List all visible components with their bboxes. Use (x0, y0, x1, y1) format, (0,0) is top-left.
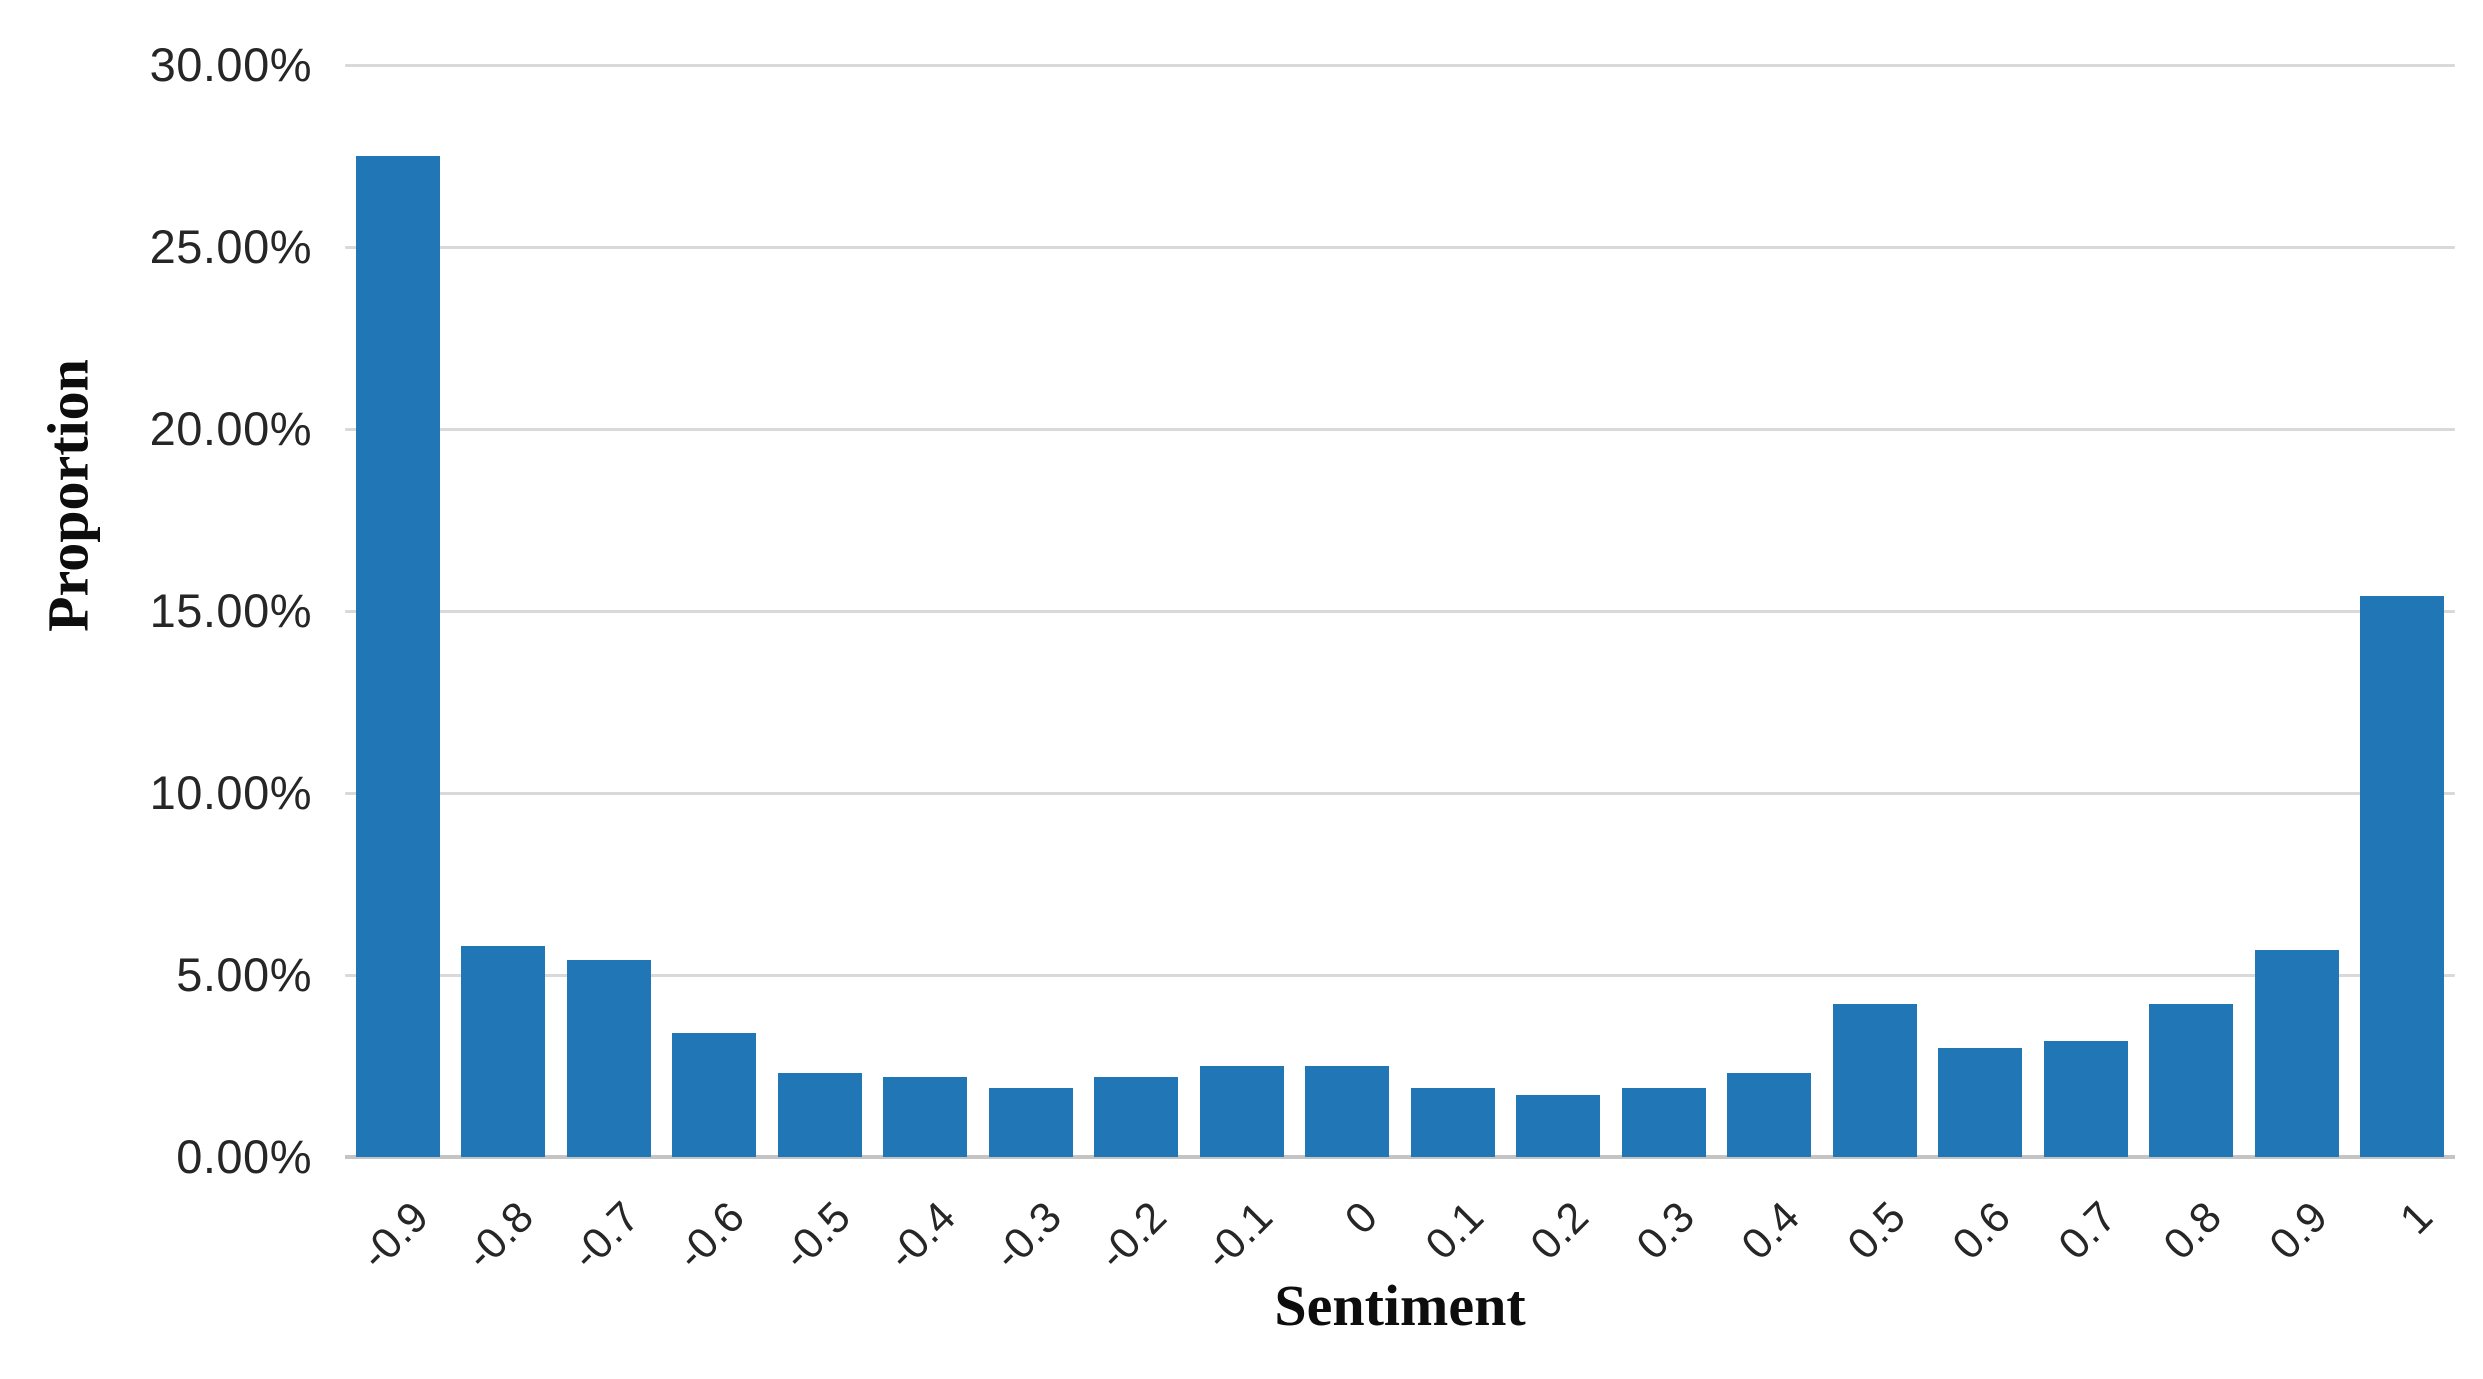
bar--0.4 (883, 1076, 968, 1157)
bar--0.2 (1094, 1076, 1179, 1157)
bar--0.7 (566, 960, 651, 1157)
bar-0.6 (1938, 1047, 2023, 1157)
bar-0.4 (1727, 1073, 1812, 1157)
gridline (345, 974, 2455, 977)
gridline (345, 792, 2455, 795)
bar-0.8 (2149, 1004, 2234, 1157)
bar--0.6 (672, 1033, 757, 1157)
bar-0.7 (2043, 1040, 2128, 1157)
bar-0.3 (1621, 1087, 1706, 1157)
y-tick-label: 10.00% (149, 766, 312, 819)
bar--0.1 (1199, 1066, 1284, 1157)
gridline (345, 610, 2455, 613)
bar-0.9 (2254, 949, 2339, 1157)
bar--0.3 (988, 1087, 1073, 1157)
y-axis-title: Proportion (35, 359, 101, 632)
y-tick-label: 25.00% (149, 220, 312, 273)
y-tick-label: 20.00% (149, 402, 312, 455)
bar-1 (2360, 596, 2445, 1157)
bar--0.5 (777, 1073, 862, 1157)
bar-0.2 (1516, 1095, 1601, 1157)
bar-0 (1305, 1066, 1390, 1157)
x-axis-title: Sentiment (1274, 1273, 1526, 1338)
bar--0.8 (461, 945, 546, 1157)
gridline (345, 428, 2455, 431)
bar--0.9 (355, 156, 440, 1157)
bar-0.5 (1832, 1004, 1917, 1157)
gridline (345, 246, 2455, 249)
bar-0.1 (1410, 1087, 1495, 1157)
y-tick-label: 15.00% (149, 584, 312, 637)
y-tick-label: 30.00% (149, 38, 312, 91)
y-tick-label: 0.00% (176, 1130, 312, 1183)
gridline (345, 64, 2455, 67)
plot-area (345, 64, 2455, 1159)
y-tick-label: 5.00% (176, 948, 312, 1001)
x-axis-line (345, 1155, 2455, 1159)
